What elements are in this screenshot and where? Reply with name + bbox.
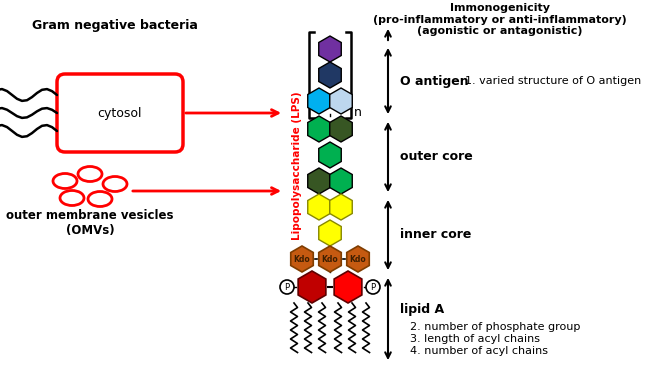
Text: 2. number of phosphate group: 2. number of phosphate group xyxy=(410,322,580,332)
Polygon shape xyxy=(330,168,352,194)
Text: lipid A: lipid A xyxy=(400,303,444,315)
Text: Immonogenicity
(pro-inflammatory or anti-inflammatory)
(agonistic or antagonisti: Immonogenicity (pro-inflammatory or anti… xyxy=(373,3,627,36)
Polygon shape xyxy=(307,116,330,142)
Text: 4. number of acyl chains: 4. number of acyl chains xyxy=(410,346,548,356)
Ellipse shape xyxy=(103,176,127,192)
Polygon shape xyxy=(291,246,313,272)
Ellipse shape xyxy=(88,192,112,207)
Polygon shape xyxy=(318,36,341,62)
Polygon shape xyxy=(318,246,341,272)
Text: Kdo: Kdo xyxy=(294,255,311,264)
Polygon shape xyxy=(330,194,352,220)
Text: Gram negative bacteria: Gram negative bacteria xyxy=(32,19,198,32)
Text: outer membrane vesicles
(OMVs): outer membrane vesicles (OMVs) xyxy=(6,209,174,237)
Text: Lipopolysaccharide (LPS): Lipopolysaccharide (LPS) xyxy=(292,92,302,240)
Polygon shape xyxy=(307,194,330,220)
Polygon shape xyxy=(298,271,326,303)
Ellipse shape xyxy=(78,166,102,181)
Text: outer core: outer core xyxy=(400,150,473,163)
Ellipse shape xyxy=(53,173,77,189)
Polygon shape xyxy=(307,88,330,114)
Polygon shape xyxy=(307,168,330,194)
Text: P: P xyxy=(285,282,289,291)
Text: 1. varied structure of O antigen: 1. varied structure of O antigen xyxy=(465,76,642,86)
Text: Kdo: Kdo xyxy=(322,255,339,264)
FancyBboxPatch shape xyxy=(57,74,183,152)
Text: inner core: inner core xyxy=(400,229,471,242)
Text: O antigen: O antigen xyxy=(400,75,469,88)
Circle shape xyxy=(366,280,380,294)
Polygon shape xyxy=(330,116,352,142)
Polygon shape xyxy=(334,271,362,303)
Polygon shape xyxy=(330,88,352,114)
Polygon shape xyxy=(346,246,369,272)
Text: Kdo: Kdo xyxy=(350,255,367,264)
Polygon shape xyxy=(318,220,341,246)
Text: n: n xyxy=(354,106,362,118)
Ellipse shape xyxy=(60,190,84,205)
Polygon shape xyxy=(318,142,341,168)
Text: 3. length of acyl chains: 3. length of acyl chains xyxy=(410,334,540,344)
Text: cytosol: cytosol xyxy=(98,107,142,120)
Polygon shape xyxy=(318,62,341,88)
Text: P: P xyxy=(370,282,376,291)
Circle shape xyxy=(280,280,294,294)
